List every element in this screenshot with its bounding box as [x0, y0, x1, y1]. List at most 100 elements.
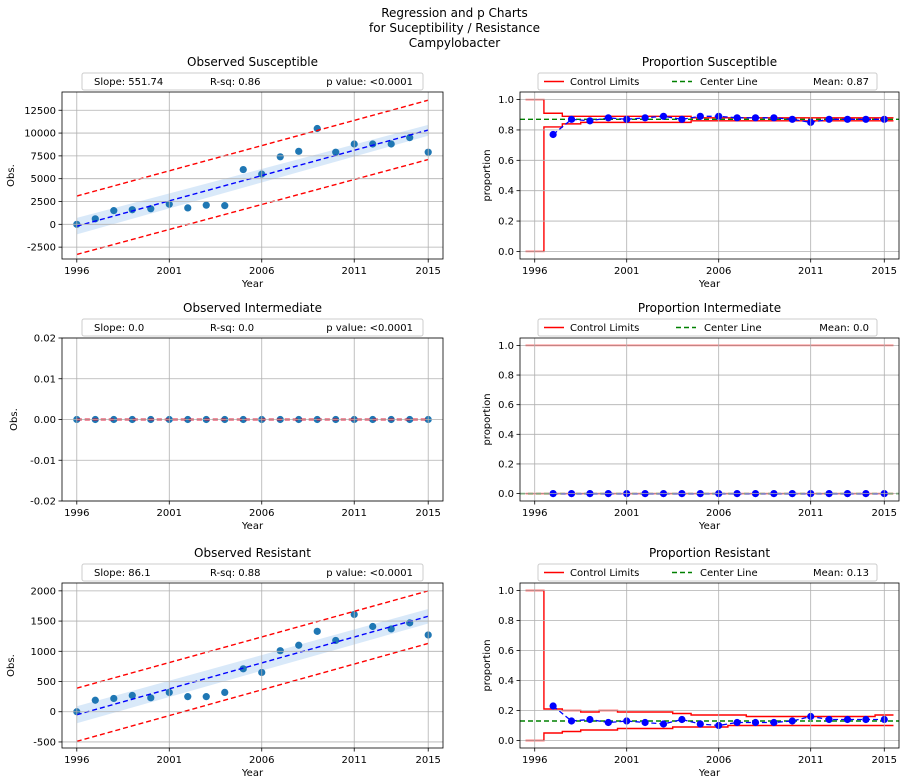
- x-tick-label: 2015: [872, 755, 897, 766]
- proportion-point: [659, 112, 668, 120]
- y-tick-label: 7500: [31, 151, 56, 162]
- legend-box: [537, 318, 878, 337]
- prediction-upper-line: [76, 99, 429, 197]
- proportion-point: [862, 715, 870, 724]
- x-tick-label: 2015: [872, 508, 897, 519]
- data-point: [128, 206, 136, 214]
- x-tick-label: 2011: [341, 508, 366, 519]
- upper-control-limit: [525, 589, 894, 718]
- proportion-point: [825, 115, 833, 123]
- plot-area: [73, 590, 432, 743]
- y-axis-label: proportion: [482, 393, 493, 445]
- legend: Control Limits Center Line Mean: 0.13: [537, 563, 878, 582]
- legend-box: [537, 563, 878, 582]
- plot-area: [520, 98, 899, 253]
- panel-title: Observed Intermediate: [183, 301, 322, 315]
- data-point: [184, 693, 192, 701]
- y-tick-label: -0.02: [30, 497, 56, 508]
- legend-pvalue-text: p value: <0.0001: [326, 77, 413, 88]
- legend-rsq-text: R-sq: 0.88: [210, 568, 261, 579]
- y-tick-label: 2500: [31, 197, 56, 208]
- x-tick-label: 2015: [415, 755, 440, 766]
- x-axis-label: Year: [698, 521, 721, 532]
- legend-rsq-text: R-sq: 0.0: [210, 323, 254, 334]
- x-tick-label: 2015: [415, 266, 440, 277]
- y-tick-label: 1.0: [498, 341, 514, 352]
- legend-pvalue-text: p value: <0.0001: [326, 568, 413, 579]
- panel-title: Proportion Resistant: [649, 546, 770, 560]
- y-tick-label: 0.0: [498, 247, 514, 258]
- data-point: [406, 134, 414, 142]
- x-tick-label: 2001: [614, 755, 639, 766]
- data-point: [313, 627, 321, 635]
- confidence-band: [76, 608, 429, 724]
- proportion-point: [770, 114, 778, 122]
- x-tick-label: 1996: [64, 266, 89, 277]
- y-tick-label: 0.8: [498, 616, 514, 627]
- data-point: [369, 622, 377, 631]
- legend: Control Limits Center Line Mean: 0.87: [537, 72, 878, 91]
- proportion-point: [788, 717, 796, 725]
- data-point: [91, 696, 99, 704]
- x-tick-label: 2015: [872, 266, 897, 277]
- x-axis-label: Year: [241, 521, 264, 532]
- x-tick-label: 2001: [157, 755, 182, 766]
- proportion-point: [659, 720, 668, 728]
- prediction-lower-line: [76, 642, 429, 743]
- plot-area: [73, 99, 432, 256]
- y-tick-label: 1.0: [498, 95, 514, 106]
- x-tick-label: 2011: [798, 266, 823, 277]
- y-axis-label: proportion: [482, 149, 493, 201]
- y-tick-label: 0.4: [498, 676, 514, 687]
- lower-control-limit: [525, 120, 894, 253]
- x-tick-label: 2006: [249, 755, 274, 766]
- prediction-upper-line: [76, 590, 429, 689]
- x-tick-label: 2001: [614, 266, 639, 277]
- x-tick-label: 1996: [522, 508, 547, 519]
- legend-slope-text: Slope: 0.0: [94, 323, 144, 334]
- proportion-point: [770, 718, 778, 727]
- proportion-point: [549, 130, 557, 139]
- prediction-lower-line: [76, 158, 429, 256]
- y-tick-label: 0: [50, 220, 56, 231]
- x-axis-label: Year: [241, 768, 264, 779]
- data-point: [387, 140, 395, 148]
- legend-box: [81, 318, 424, 337]
- legend-mean-text: Mean: 0.87: [813, 77, 869, 88]
- legend-mean-text: Mean: 0.0: [819, 323, 869, 334]
- y-tick-label: 500: [37, 677, 56, 688]
- legend: Slope: 0.0 R-sq: 0.0 p value: <0.0001: [81, 318, 424, 337]
- data-point: [202, 693, 210, 701]
- data-point: [221, 688, 229, 696]
- y-tick-label: 0.02: [34, 334, 56, 345]
- y-tick-label: -500: [33, 737, 56, 748]
- x-tick-label: 2011: [341, 266, 366, 277]
- legend-center-line-text: Center Line: [700, 77, 758, 88]
- panel-title: Observed Resistant: [194, 546, 311, 560]
- axes-frame: [61, 91, 444, 260]
- data-point: [147, 694, 155, 702]
- y-tick-label: 1.0: [498, 586, 514, 597]
- y-axis-label: proportion: [482, 639, 493, 691]
- legend-box: [81, 563, 424, 582]
- y-tick-label: 0.01: [34, 374, 56, 385]
- chart-prop_r: 1996 2001 2006 2011 2015 0.0 0.2 0.4 0.6 0.8 1.0 Pr…: [482, 546, 900, 779]
- proportion-point: [696, 720, 704, 728]
- chart-obs_i: 1996 2001 2006 2011 2015 -0.02 -0.01 0.00 0.01 0.…: [9, 301, 444, 532]
- y-tick-label: 0.2: [498, 706, 514, 717]
- y-tick-label: 0.2: [498, 217, 514, 228]
- x-tick-label: 2001: [614, 508, 639, 519]
- legend-center-line-text: Center Line: [700, 568, 758, 579]
- chart-prop_i: 1996 2001 2006 2011 2015 0.0 0.2 0.4 0.6 0.8 1.0 Pr…: [482, 301, 900, 532]
- y-tick-label: 0.6: [498, 646, 514, 657]
- y-tick-label: 2000: [31, 586, 56, 597]
- panel-title: Observed Susceptible: [187, 55, 318, 69]
- proportion-point: [788, 115, 796, 123]
- x-axis-label: Year: [698, 768, 721, 779]
- y-tick-label: 0.00: [34, 415, 56, 426]
- x-tick-label: 2011: [798, 508, 823, 519]
- x-axis-label: Year: [698, 279, 721, 290]
- axes-frame: [519, 582, 900, 749]
- proportion-point: [641, 718, 649, 727]
- proportion-point: [843, 715, 852, 724]
